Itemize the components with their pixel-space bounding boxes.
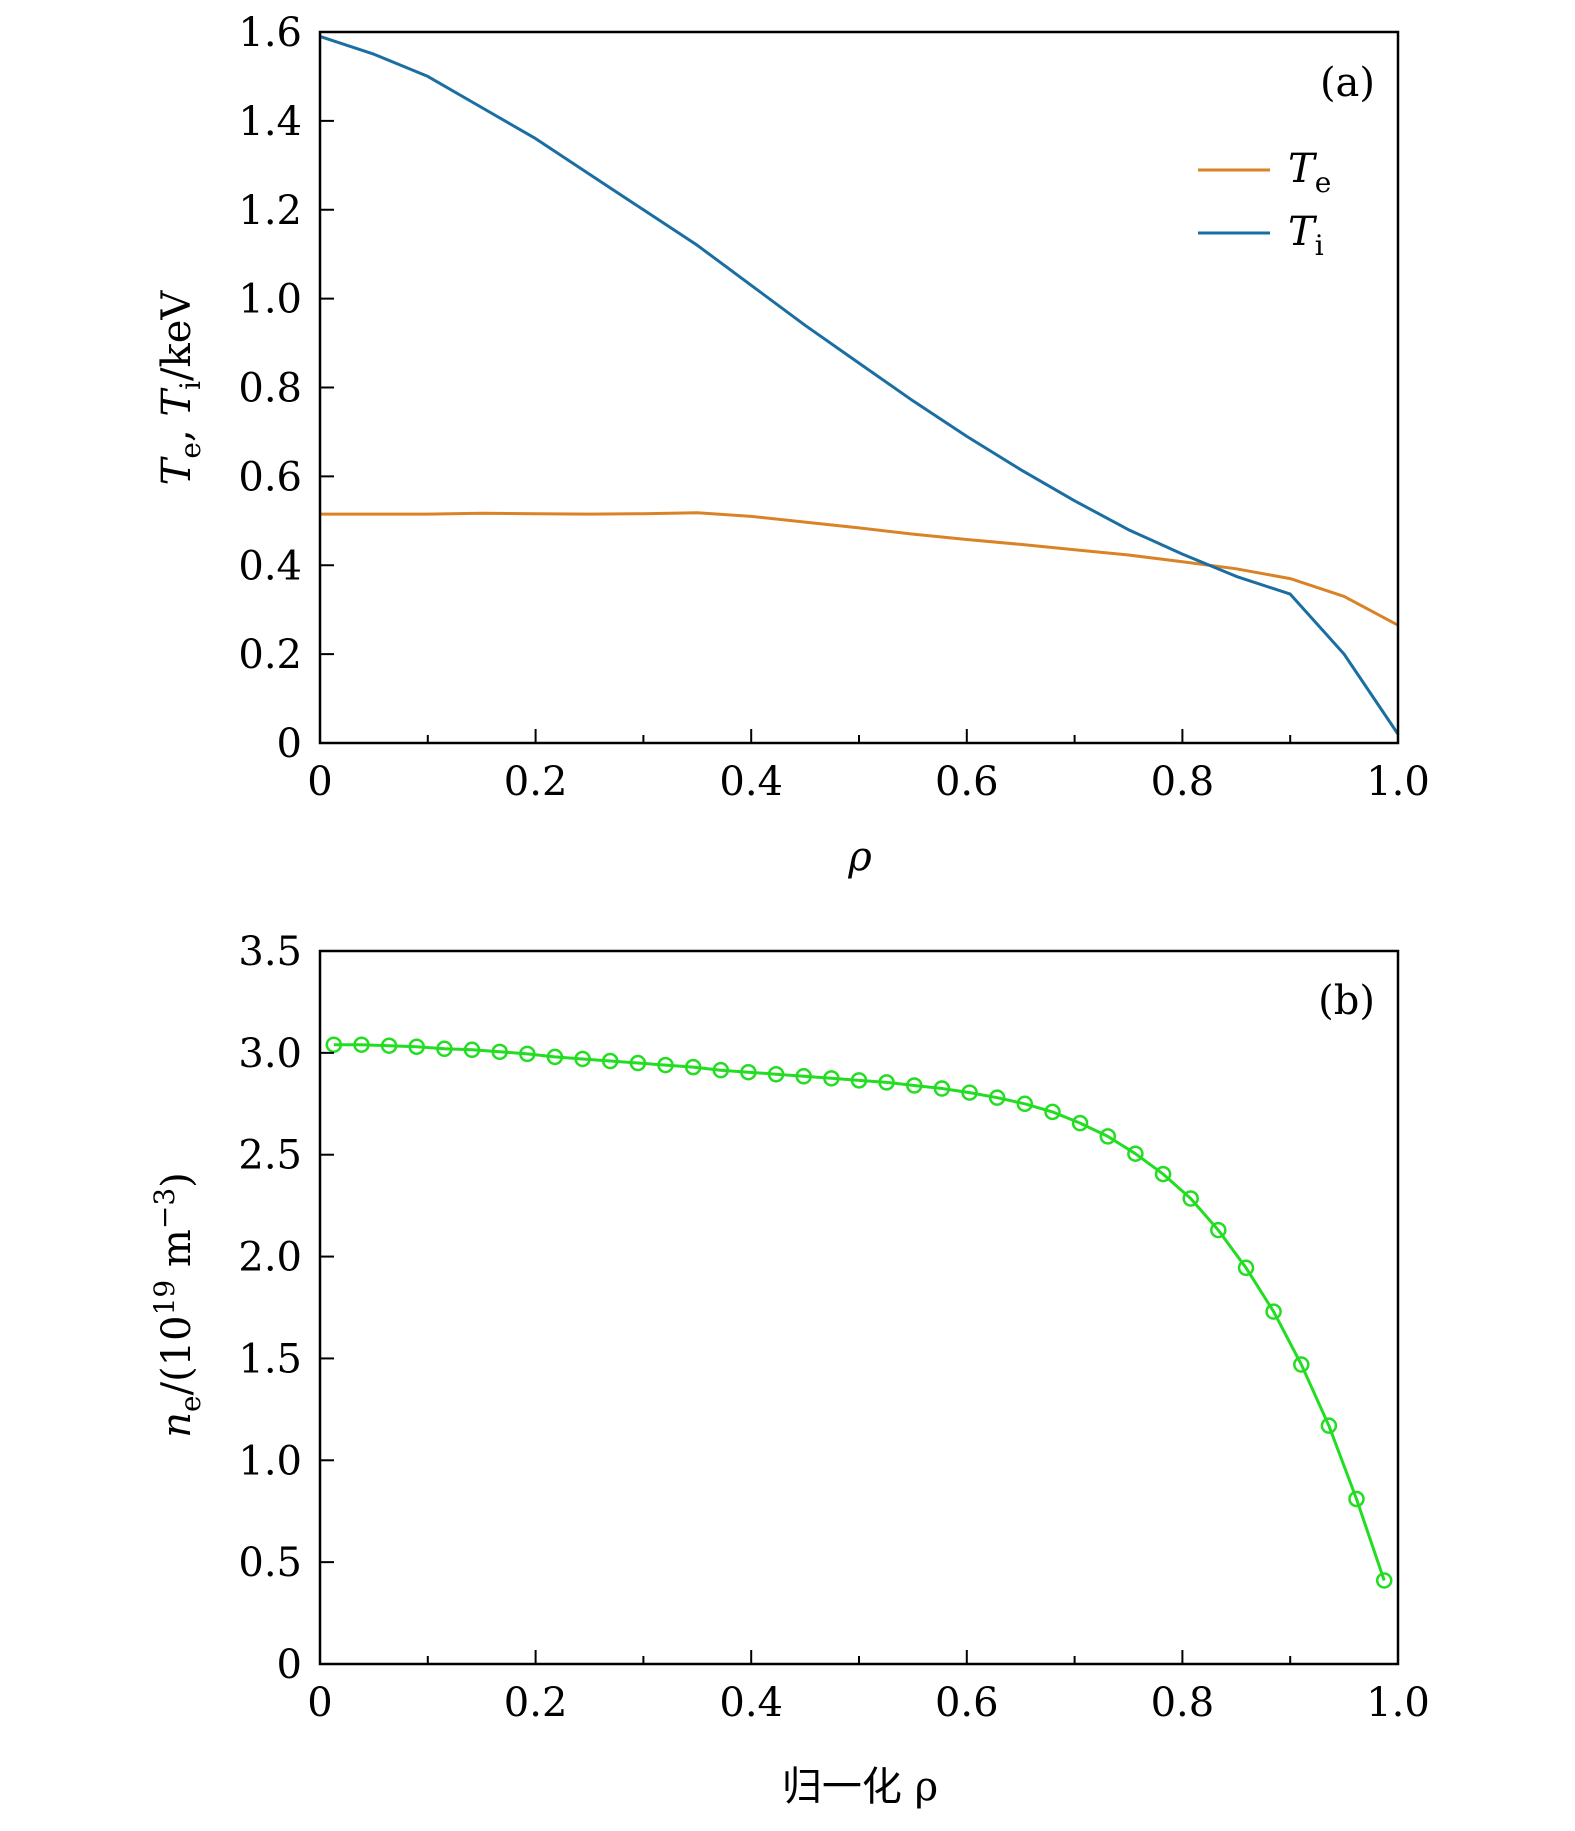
data-point-marker	[519, 1045, 536, 1063]
data-point-marker	[436, 1040, 453, 1058]
data-point-marker	[1293, 1356, 1310, 1373]
data-point-marker	[463, 1041, 481, 1059]
data-point-marker	[961, 1084, 978, 1101]
panel-a-temperature-chart: 0 0.2 0.4 0.6 0.8 1.0 1.2 1.4 1.6 0 0.2 0.4 0.6 0.8 1…	[154, 10, 1430, 880]
panel-b-x-tick-labels: 0 0.2 0.4 0.6 0.8 1.0	[307, 1680, 1430, 1726]
data-point-marker	[1016, 1095, 1034, 1113]
x-tick-label: 0.6	[935, 759, 999, 805]
y-tick-label: 0.6	[238, 454, 302, 500]
x-tick-label: 1.0	[1366, 759, 1430, 805]
data-point-marker	[740, 1063, 757, 1081]
data-point-marker	[546, 1048, 564, 1066]
x-tick-label: 0.8	[1151, 1680, 1215, 1726]
data-point-marker	[1099, 1128, 1117, 1145]
panel-a-ticks	[319, 31, 1399, 744]
y-tick-label: 1.6	[238, 10, 302, 56]
y-tick-label: 1.0	[238, 1438, 302, 1484]
y-tick-label: 0.2	[238, 632, 302, 678]
panel-a-series-layer	[319, 34, 1400, 735]
y-tick-label: 0.8	[238, 366, 302, 412]
panel-a-x-tick-labels: 0 0.2 0.4 0.6 0.8 1.0	[307, 759, 1430, 805]
panel-a-y-tick-labels: 0 0.2 0.4 0.6 0.8 1.0 1.2 1.4 1.6	[238, 10, 302, 767]
y-tick-label: 3.5	[238, 929, 302, 975]
data-point-marker	[353, 1036, 370, 1053]
x-tick-label: 0.8	[1151, 759, 1215, 805]
panel-b-plot-frame	[318, 949, 1400, 1666]
panel-b-ticks	[319, 950, 1399, 1665]
x-tick-label: 0.2	[504, 1680, 568, 1726]
panel-a-label: (a)	[1320, 60, 1375, 106]
panel-b-x-axis-label: 归一化 ρ	[782, 1764, 938, 1810]
data-point-marker	[1237, 1259, 1255, 1277]
data-point-marker	[1154, 1165, 1172, 1183]
data-point-marker	[1320, 1417, 1338, 1434]
data-point-marker	[380, 1037, 398, 1054]
y-tick-label: 1.4	[238, 99, 302, 145]
panel-b-density-chart: 00.51.01.52.02.53.03.5 0 0.2 0.4 0.6 0.8 1.0 …	[148, 929, 1430, 1810]
data-point-marker	[988, 1089, 1006, 1106]
y-tick-label: 2.5	[238, 1133, 302, 1179]
data-point-marker	[1127, 1145, 1144, 1162]
data-point-marker	[767, 1065, 785, 1083]
data-point-marker	[878, 1074, 895, 1091]
y-tick-label: 0	[277, 1642, 302, 1688]
y-tick-label: 1.2	[238, 188, 302, 234]
x-tick-label: 1.0	[1366, 1680, 1430, 1726]
data-point-marker	[850, 1072, 868, 1089]
data-point-marker	[657, 1056, 674, 1074]
x-tick-label: 0.4	[719, 759, 783, 805]
panel-b-y-axis-label: ne/(1019 m−3)	[148, 1172, 207, 1438]
data-point-marker	[684, 1058, 702, 1076]
data-point-marker	[933, 1080, 951, 1097]
panel-b-label: (b)	[1318, 978, 1375, 1024]
x-tick-label: 0.6	[935, 1680, 999, 1726]
y-tick-label: 3.0	[238, 1031, 302, 1077]
y-tick-label: 0	[277, 721, 302, 767]
series-line-te	[320, 511, 1399, 627]
data-point-marker	[823, 1070, 840, 1087]
data-point-marker	[712, 1061, 730, 1079]
y-tick-label: 1.0	[238, 277, 302, 323]
data-point-marker	[629, 1054, 647, 1072]
panel-b-y-tick-labels: 0 0.5 1.0 1.5 2.0 2.5 3.0 3.5	[238, 929, 302, 1688]
data-point-marker	[1348, 1490, 1365, 1508]
data-point-marker	[795, 1068, 812, 1085]
y-tick-label: 0.5	[238, 1540, 302, 1586]
y-tick-label: 2.0	[238, 1235, 302, 1281]
data-point-marker	[1071, 1114, 1089, 1132]
data-point-marker	[1265, 1303, 1282, 1320]
data-point-marker	[1375, 1572, 1393, 1589]
data-point-marker	[1210, 1221, 1227, 1239]
panel-a-plot-frame	[318, 30, 1400, 745]
legend-te-label: Te	[1288, 146, 1331, 199]
x-tick-label: 0	[307, 1680, 332, 1726]
series-line-series-0	[333, 1043, 1386, 1581]
data-point-marker	[408, 1038, 425, 1055]
panel-a-x-axis-label: ρ	[847, 834, 872, 880]
data-point-marker	[325, 1036, 343, 1053]
data-point-marker	[906, 1077, 923, 1094]
y-tick-label: 1.5	[238, 1336, 302, 1382]
x-tick-label: 0.4	[719, 1680, 783, 1726]
data-point-marker	[491, 1043, 508, 1061]
panel-a-legend: Te Ti	[1198, 146, 1331, 262]
x-tick-label: 0.2	[504, 759, 568, 805]
data-point-marker	[574, 1050, 591, 1068]
data-point-marker	[601, 1052, 619, 1070]
x-tick-label: 0	[307, 759, 332, 805]
series-line-ti	[319, 34, 1400, 735]
y-tick-label: 0.4	[238, 543, 302, 589]
legend-ti-label: Ti	[1288, 209, 1324, 262]
panel-a-y-axis-label: Te, Ti/keV	[154, 290, 207, 486]
data-point-marker	[1044, 1103, 1061, 1121]
panel-b-series-layer	[325, 1036, 1393, 1589]
data-point-marker	[1182, 1190, 1199, 1207]
